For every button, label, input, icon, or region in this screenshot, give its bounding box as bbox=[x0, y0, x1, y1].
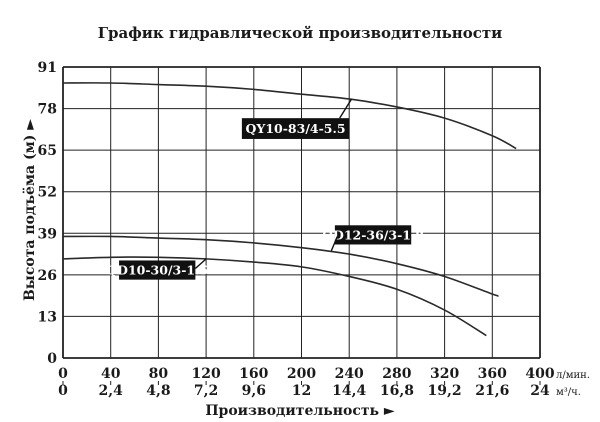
y-tick-label: 26 bbox=[38, 268, 57, 284]
x-tick-label-primary: 40 bbox=[101, 366, 121, 382]
series-layer bbox=[62, 82, 517, 337]
x-tick-label-primary: 80 bbox=[149, 366, 169, 382]
series-label-1: QD12-36/3-1.8 bbox=[322, 227, 424, 242]
x-tick-label-secondary: 16,8 bbox=[380, 383, 414, 399]
series-line-2 bbox=[62, 256, 487, 337]
y-axis-label: Высота подъёма (м) ► bbox=[22, 119, 38, 301]
x-tick-label-primary: 360 bbox=[478, 366, 507, 382]
series-label-box-2 bbox=[119, 260, 196, 280]
x-tick-label-secondary: 19,2 bbox=[428, 383, 462, 399]
x-tick-label-secondary: 2,4 bbox=[99, 383, 124, 399]
x-tick-label-secondary: 7,2 bbox=[194, 383, 218, 399]
y-tick-label: 78 bbox=[38, 102, 57, 118]
series-label-pointer-1 bbox=[330, 236, 338, 252]
grid bbox=[62, 66, 541, 359]
series-labels: QY10-83/4-5.5 QD12-36/3-1.8 QD10-30/3-1.5 bbox=[106, 98, 424, 280]
chart-title: График гидравлической производительности bbox=[98, 24, 503, 42]
series-label-pointer-2 bbox=[194, 258, 207, 269]
x-tick-label-primary: 280 bbox=[382, 366, 411, 382]
series-label-pointer-0 bbox=[339, 98, 353, 119]
x-unit-primary: л/мин. bbox=[556, 370, 590, 381]
x-tick-label-secondary: 21,6 bbox=[475, 383, 509, 399]
series-label-box-0 bbox=[241, 118, 350, 139]
x-tick-label-primary: 240 bbox=[335, 366, 364, 382]
y-tick-label: 13 bbox=[38, 309, 57, 325]
y-tick-label: 65 bbox=[38, 143, 57, 159]
x-tick-label-primary: 120 bbox=[191, 366, 220, 382]
series-label-box-1 bbox=[334, 225, 412, 245]
x-tick-label-primary: 200 bbox=[287, 366, 316, 382]
series-label-2: QD10-30/3-1.5 bbox=[106, 263, 208, 278]
x-tick-label-primary: 320 bbox=[430, 366, 459, 382]
series-label-0: QY10-83/4-5.5 bbox=[246, 121, 346, 136]
x-unit-secondary: м³/ч. bbox=[556, 387, 581, 398]
y-tick-label: 39 bbox=[38, 226, 57, 242]
x-tick-label-secondary: 12 bbox=[292, 383, 311, 399]
x-tick-label-secondary: 0 bbox=[58, 383, 68, 399]
x-tick-label-secondary: 4,8 bbox=[146, 383, 170, 399]
x-tick-label-secondary: 9,6 bbox=[242, 383, 266, 399]
x-axis-label: Производительность ► bbox=[205, 403, 395, 419]
x-tick-label-secondary: 24 bbox=[530, 383, 550, 399]
x-tick-label-primary: 160 bbox=[239, 366, 268, 382]
x-tick-label-secondary: 14,4 bbox=[332, 383, 366, 399]
series-line-0 bbox=[62, 82, 517, 150]
series-line-1 bbox=[62, 235, 500, 297]
y-tick-label: 0 bbox=[47, 351, 57, 367]
x-tick-label-primary: 400 bbox=[525, 366, 554, 382]
x-tick-label-primary: 0 bbox=[58, 366, 68, 382]
y-tick-label: 91 bbox=[38, 60, 57, 76]
y-tick-label: 52 bbox=[38, 185, 57, 201]
